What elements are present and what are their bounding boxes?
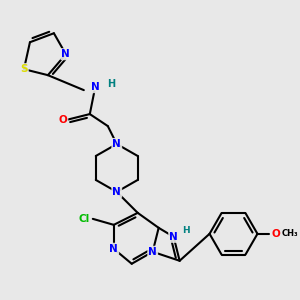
Text: N: N	[61, 49, 70, 59]
Text: N: N	[92, 82, 100, 92]
Text: Cl: Cl	[78, 214, 89, 224]
Text: O: O	[58, 115, 67, 125]
Text: H: H	[107, 79, 115, 89]
Text: S: S	[20, 64, 28, 74]
Text: H: H	[182, 226, 189, 235]
Text: CH₃: CH₃	[282, 229, 299, 238]
Text: N: N	[112, 139, 121, 149]
Text: N: N	[148, 247, 157, 257]
Text: N: N	[110, 244, 118, 254]
Text: N: N	[169, 232, 178, 242]
Text: N: N	[112, 187, 121, 197]
Text: O: O	[271, 229, 280, 239]
